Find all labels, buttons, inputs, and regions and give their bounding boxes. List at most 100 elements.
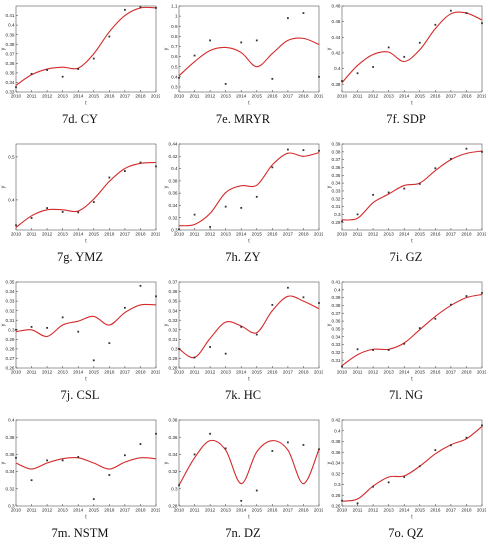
y-tick-label: 0.4 [171, 166, 178, 171]
y-tick-label: 0.37 [332, 311, 341, 316]
y-axis-label: y [327, 47, 333, 50]
x-tick-label: 2016 [104, 370, 115, 375]
x-tick-label: 2015 [89, 232, 100, 237]
data-point [434, 449, 437, 451]
y-tick-label: 0.35 [169, 299, 178, 304]
data-point [434, 317, 437, 320]
data-point [77, 456, 80, 458]
panel-caption: 7n. DZ [225, 526, 261, 540]
y-axis-label: y [1, 185, 7, 188]
chart-panel: 0.26 0.28 0.3 0.32 0.34 0.36 0.38 0.4 0.42 2010 20… [327, 418, 487, 520]
x-tick-label: 2014 [73, 370, 84, 375]
data-point [155, 295, 157, 298]
data-point [286, 17, 289, 20]
data-point [123, 170, 126, 172]
data-point [193, 453, 196, 456]
y-axis-label: y [327, 185, 333, 188]
data-point [155, 432, 157, 435]
data-point [123, 306, 126, 309]
y-tick-label: 0.36 [169, 289, 178, 294]
fit-line [178, 152, 320, 227]
x-tick-label: 2019 [314, 508, 323, 513]
data-point [387, 191, 390, 194]
y-tick-label: 0.44 [332, 35, 341, 40]
data-point [387, 349, 390, 351]
x-tick-label: 2010 [174, 370, 185, 375]
data-point [30, 479, 33, 482]
x-tick-label: 2010 [11, 232, 22, 237]
y-axis-label: y [1, 47, 7, 50]
y-tick-label: 0.26 [332, 504, 341, 509]
data-point [123, 8, 126, 11]
data-point [449, 444, 452, 447]
y-tick-label: 0.38 [332, 82, 341, 87]
data-point [318, 448, 320, 451]
panel-caption: 7h. ZY [225, 250, 261, 264]
data-point [92, 201, 95, 203]
data-point [92, 359, 95, 362]
y-tick-label: 0.38 [332, 439, 341, 444]
x-tick-label: 2019 [151, 508, 160, 513]
plot-frame [341, 143, 483, 231]
x-tick-label: 2017 [120, 232, 131, 237]
y-tick-label: 0.33 [332, 189, 341, 194]
x-tick-label: 2018 [298, 508, 309, 513]
x-tick-label: 2010 [174, 232, 185, 237]
data-point [403, 55, 406, 58]
x-tick-label: 2018 [135, 370, 146, 375]
x-tick-label: 2014 [236, 508, 247, 513]
x-tick-label: 2010 [337, 94, 348, 99]
data-point [372, 349, 375, 351]
y-tick-label: 0.36 [332, 450, 341, 455]
x-tick-label: 2010 [337, 508, 348, 513]
fit-line [15, 303, 157, 338]
x-tick-label: 2015 [252, 508, 263, 513]
x-tick-label: 2017 [283, 94, 294, 99]
x-tick-label: 2019 [477, 94, 486, 99]
x-tick-label: 2017 [283, 508, 294, 513]
x-tick-label: 2015 [415, 508, 426, 513]
y-tick-label: 0.32 [332, 196, 341, 201]
data-point [30, 72, 33, 75]
x-tick-label: 2018 [298, 94, 309, 99]
x-tick-label: 2017 [446, 232, 457, 237]
data-point [108, 342, 111, 345]
data-point [108, 35, 111, 38]
data-point [240, 206, 243, 209]
y-tick-label: 0.35 [6, 280, 15, 285]
data-point [46, 207, 49, 209]
y-tick-label: 0.32 [6, 308, 15, 313]
data-point [341, 80, 343, 82]
fit-line [341, 150, 483, 221]
data-point [77, 330, 80, 333]
x-tick-label: 2012 [205, 508, 216, 513]
x-tick-label: 2013 [58, 232, 69, 237]
plot-frame [178, 5, 320, 93]
y-tick-label: 0.46 [332, 19, 341, 24]
x-tick-label: 2014 [73, 94, 84, 99]
data-point [465, 12, 468, 14]
data-point [108, 474, 111, 476]
y-tick-label: 0.26 [6, 366, 15, 371]
data-point [449, 9, 452, 12]
data-point [271, 450, 274, 452]
y-tick-label: 0.34 [332, 461, 341, 466]
data-point [61, 211, 64, 213]
x-tick-label: 2016 [267, 94, 278, 99]
x-tick-label: 2017 [446, 370, 457, 375]
y-tick-label: 0.37 [332, 157, 341, 162]
y-axis-label: y [327, 323, 333, 326]
x-axis-label: t [85, 239, 87, 245]
y-tick-label: 0.3 [171, 228, 178, 233]
x-tick-label: 2013 [384, 94, 395, 99]
x-tick-label: 2014 [399, 232, 410, 237]
x-tick-label: 2012 [42, 232, 53, 237]
y-tick-label: 0.3 [8, 327, 15, 332]
data-point [372, 193, 375, 196]
plot-frame [15, 281, 157, 369]
plot-frame [15, 419, 157, 507]
y-tick-label: 0.38 [6, 42, 15, 47]
fit-line [341, 293, 483, 367]
data-point [403, 187, 406, 190]
x-tick-label: 2018 [461, 232, 472, 237]
